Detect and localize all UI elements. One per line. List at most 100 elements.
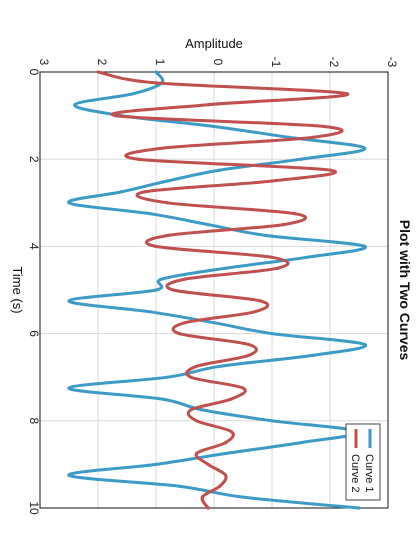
data-point bbox=[195, 419, 199, 423]
data-point bbox=[154, 70, 158, 74]
data-point bbox=[264, 233, 268, 238]
data-point bbox=[357, 506, 361, 510]
x-tick-label: 10 bbox=[27, 501, 41, 515]
data-point bbox=[67, 473, 71, 477]
data-point bbox=[293, 212, 297, 216]
data-point bbox=[177, 332, 181, 336]
data-point bbox=[212, 124, 216, 129]
data-point bbox=[166, 179, 170, 183]
data-point bbox=[67, 201, 71, 205]
y-tick-label: 0 bbox=[211, 59, 225, 66]
data-point bbox=[363, 342, 367, 347]
data-point bbox=[247, 342, 251, 347]
data-point bbox=[171, 288, 175, 292]
legend-label-curve-1: Curve 1 bbox=[363, 454, 375, 493]
data-point bbox=[212, 321, 216, 325]
chart-title: Plot with Two Curves bbox=[397, 220, 413, 361]
legend: Curve 1 Curve 2 bbox=[345, 423, 381, 501]
grid-lines bbox=[39, 71, 389, 509]
y-tick-label: -2 bbox=[327, 57, 341, 68]
data-point bbox=[218, 168, 222, 172]
data-point bbox=[270, 419, 274, 423]
data-point bbox=[206, 223, 210, 227]
data-point bbox=[345, 92, 349, 96]
data-point bbox=[154, 244, 158, 248]
data-point bbox=[299, 441, 303, 445]
data-point bbox=[189, 408, 193, 412]
data-point bbox=[224, 473, 228, 477]
data-point bbox=[218, 484, 222, 488]
data-point bbox=[200, 408, 204, 412]
data-point bbox=[270, 332, 274, 336]
series-layer bbox=[67, 70, 368, 510]
data-point bbox=[96, 70, 100, 74]
data-point bbox=[311, 353, 315, 357]
y-axis-label: Amplitude bbox=[185, 36, 243, 51]
data-point bbox=[247, 353, 251, 357]
data-point bbox=[305, 255, 309, 259]
data-point bbox=[154, 462, 158, 466]
data-point bbox=[183, 277, 187, 281]
data-point bbox=[206, 506, 210, 510]
y-tick-label: 1 bbox=[153, 59, 167, 66]
data-point bbox=[270, 255, 274, 259]
data-point bbox=[166, 233, 170, 238]
data-point bbox=[206, 462, 210, 466]
data-point bbox=[224, 441, 228, 445]
y-axis-ticks: -3 -2 -1 0 1 2 3 bbox=[37, 57, 399, 68]
series-line-curve-2 bbox=[97, 70, 349, 509]
plot-area bbox=[39, 71, 389, 509]
data-point bbox=[131, 92, 135, 96]
data-point bbox=[142, 190, 146, 194]
data-point bbox=[200, 495, 204, 499]
x-tick-label: 4 bbox=[27, 243, 41, 250]
x-tick-label: 0 bbox=[27, 69, 41, 76]
data-point bbox=[67, 386, 71, 390]
data-point bbox=[276, 266, 280, 270]
data-point bbox=[160, 397, 164, 401]
data-point bbox=[148, 310, 152, 314]
x-tick-label: 2 bbox=[27, 156, 41, 163]
data-point bbox=[166, 201, 170, 205]
data-point bbox=[113, 114, 117, 118]
data-point bbox=[154, 288, 158, 292]
data-point bbox=[154, 81, 158, 85]
data-point bbox=[160, 146, 164, 150]
x-tick-label: 6 bbox=[27, 330, 41, 337]
data-point bbox=[229, 430, 233, 434]
data-point bbox=[363, 244, 367, 248]
data-point bbox=[195, 451, 199, 456]
data-point bbox=[311, 135, 315, 139]
data-point bbox=[258, 299, 262, 303]
data-point bbox=[282, 223, 286, 227]
data-point bbox=[253, 310, 257, 314]
x-tick-label: 8 bbox=[27, 417, 41, 424]
data-point bbox=[73, 103, 77, 107]
data-point bbox=[218, 364, 222, 368]
data-point bbox=[224, 451, 228, 456]
data-point bbox=[195, 364, 199, 368]
data-point bbox=[148, 212, 152, 216]
y-tick-label: 3 bbox=[37, 59, 51, 66]
y-tick-label: -1 bbox=[269, 57, 283, 68]
data-point bbox=[160, 277, 164, 281]
legend-box bbox=[345, 423, 381, 501]
y-tick-label: -3 bbox=[385, 57, 399, 68]
data-point bbox=[241, 386, 245, 390]
y-tick-label: 2 bbox=[95, 59, 109, 66]
legend-label-curve-2: Curve 2 bbox=[349, 454, 361, 493]
data-point bbox=[166, 375, 170, 379]
data-point bbox=[363, 146, 367, 150]
x-axis-ticks: 0 2 4 6 8 10 bbox=[27, 69, 41, 515]
data-point bbox=[229, 397, 233, 401]
x-axis-label: Time (s) bbox=[10, 266, 25, 313]
data-point bbox=[189, 375, 193, 379]
data-point bbox=[322, 124, 326, 129]
data-point bbox=[299, 157, 303, 161]
data-point bbox=[206, 103, 210, 107]
data-point bbox=[67, 299, 71, 303]
data-point bbox=[137, 157, 141, 161]
data-point bbox=[270, 179, 274, 183]
data-point bbox=[119, 190, 123, 194]
